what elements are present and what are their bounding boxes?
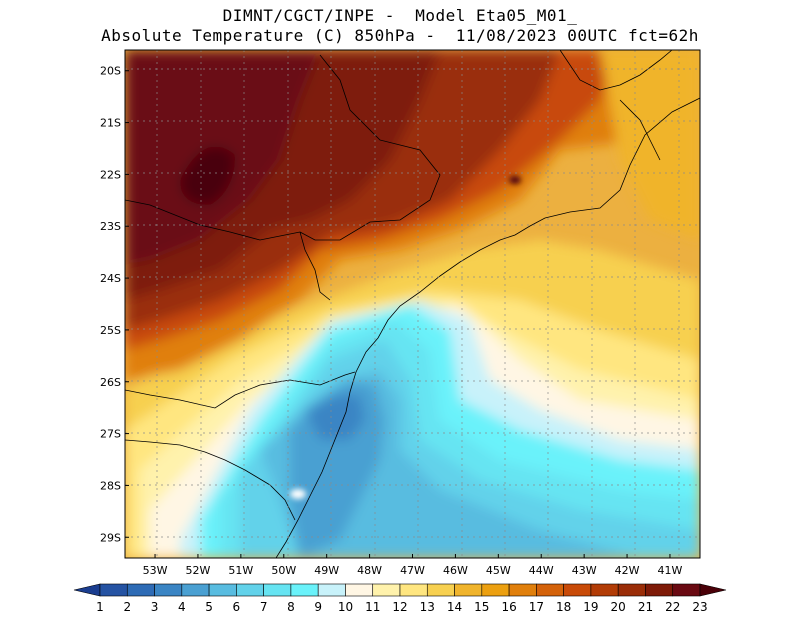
temperature-field xyxy=(125,50,700,558)
colorbar-label: 7 xyxy=(260,600,268,614)
colorbar-label: 16 xyxy=(501,600,516,614)
colorbar-swatch xyxy=(317,583,346,597)
colorbar-label: 23 xyxy=(692,600,707,614)
colorbar-swatch xyxy=(617,583,646,597)
colorbar-swatch xyxy=(126,583,155,597)
colorbar-swatch xyxy=(645,583,674,597)
colorbar-label: 8 xyxy=(287,600,295,614)
colorbar-label: 18 xyxy=(556,600,571,614)
latitude-tick-label: 20S xyxy=(100,65,121,78)
longitude-tick-label: 45W xyxy=(486,564,511,577)
colorbar-swatch xyxy=(399,583,428,597)
longitude-tick-label: 43W xyxy=(572,564,597,577)
colorbar-swatch xyxy=(590,583,619,597)
coastline-and-borders xyxy=(125,50,700,558)
colorbar-label: 5 xyxy=(205,600,213,614)
latitude-labels: 20S 21S 22S 23S 24S 25S 26S 27S 28S 29S xyxy=(100,65,129,544)
colorbar-label: 14 xyxy=(447,600,462,614)
colorbar-swatch xyxy=(181,583,210,597)
colorbar-swatch xyxy=(263,583,292,597)
longitude-tick-label: 48W xyxy=(357,564,382,577)
colorbar-label: 4 xyxy=(178,600,186,614)
longitude-labels: 53W 52W 51W 50W 49W 48W 47W 46W 45W 44W 43W 42W 41W xyxy=(143,554,683,577)
latitude-tick-label: 26S xyxy=(100,376,121,389)
colorbar-swatch xyxy=(236,583,264,597)
colorbar-label: 6 xyxy=(233,600,241,614)
colorbar-swatch xyxy=(99,583,128,597)
colorbar-label: 10 xyxy=(338,600,353,614)
colorbar-label: 19 xyxy=(583,600,598,614)
colorbar-label: 17 xyxy=(529,600,544,614)
latitude-tick-label: 21S xyxy=(100,117,121,130)
colorbar-label: 2 xyxy=(123,600,131,614)
longitude-tick-label: 42W xyxy=(615,564,640,577)
colorbar-swatch xyxy=(154,583,183,597)
colorbar-swatch xyxy=(672,583,701,597)
latitude-tick-label: 25S xyxy=(100,324,121,337)
colorbar-label: 22 xyxy=(665,600,680,614)
latitude-tick-label: 27S xyxy=(100,428,121,441)
latitude-tick-label: 23S xyxy=(100,220,121,233)
colorbar-label: 20 xyxy=(611,600,626,614)
longitude-tick-label: 52W xyxy=(186,564,211,577)
longitude-tick-label: 44W xyxy=(529,564,554,577)
longitude-tick-label: 49W xyxy=(314,564,339,577)
colorbar-swatch xyxy=(481,583,510,597)
latitude-tick-label: 24S xyxy=(100,272,121,285)
colorbar-below-range-triangle xyxy=(73,583,101,597)
colorbar-swatch xyxy=(372,583,401,597)
longitude-tick-label: 50W xyxy=(271,564,296,577)
longitude-tick-label: 41W xyxy=(658,564,683,577)
colorbar-swatch xyxy=(426,583,455,597)
colorbar-above-range-triangle xyxy=(699,583,727,597)
colorbar-label: 1 xyxy=(96,600,104,614)
graticule xyxy=(125,50,700,558)
colorbar-swatch xyxy=(345,583,374,597)
colorbar-swatch xyxy=(290,583,319,597)
colorbar-label: 21 xyxy=(638,600,653,614)
colorbar-label: 9 xyxy=(314,600,322,614)
colorbar-label: 11 xyxy=(365,600,380,614)
latitude-tick-label: 29S xyxy=(100,531,121,544)
longitude-tick-label: 47W xyxy=(400,564,425,577)
colorbar-label: 13 xyxy=(420,600,435,614)
colorbar-swatch xyxy=(536,583,564,597)
colorbar-swatch xyxy=(208,583,237,597)
longitude-tick-label: 46W xyxy=(443,564,468,577)
colorbar-label: 3 xyxy=(151,600,159,614)
map-title-line-2: Absolute Temperature (C) 850hPa - 11/08/… xyxy=(101,26,699,45)
colorbar: 1 2 3 4 5 6 7 8 9 10 11 12 13 14 15 16 17 18 19 20 21 22 23 xyxy=(73,583,727,614)
colorbar-swatch xyxy=(563,583,592,597)
colorbar-label: 12 xyxy=(392,600,407,614)
longitude-tick-label: 53W xyxy=(143,564,168,577)
map-title-line-1: DIMNT/CGCT/INPE - Model Eta05_M01_ xyxy=(222,6,578,25)
colorbar-label: 15 xyxy=(474,600,489,614)
colorbar-swatch xyxy=(454,583,483,597)
latitude-tick-label: 28S xyxy=(100,479,121,492)
longitude-tick-label: 51W xyxy=(228,564,253,577)
latitude-tick-label: 22S xyxy=(100,168,121,181)
colorbar-swatch xyxy=(508,583,537,597)
